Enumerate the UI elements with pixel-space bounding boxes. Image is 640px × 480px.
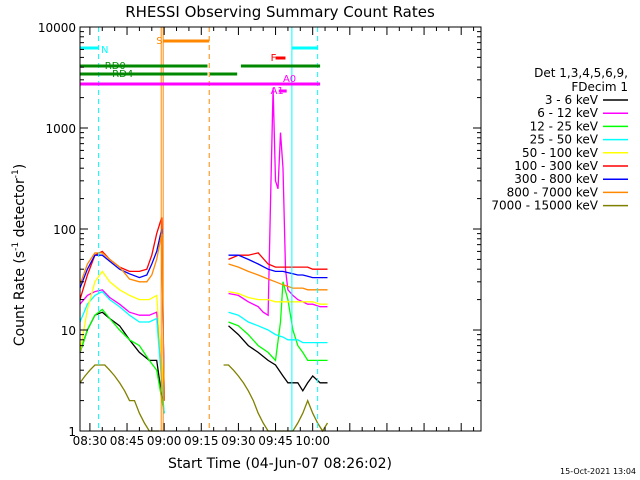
series-line-6-seg-0 xyxy=(79,228,165,401)
legend-header-line-2: FDecim 1 xyxy=(571,80,628,94)
series-layer xyxy=(79,87,329,433)
y-label-part-b: detector xyxy=(12,178,28,242)
series-line-8-seg-0 xyxy=(79,364,160,432)
axis-layer: 08:30 08:45 09:00 09:15 09:30 09:45 10:00 1 10 10… xyxy=(38,21,482,448)
night-label: N xyxy=(101,45,108,56)
series-line-3-seg-0 xyxy=(79,290,165,414)
series-line-4-seg-1 xyxy=(228,290,328,305)
x-tick-label-09:15: 09:15 xyxy=(184,434,219,448)
x-tick-label-08:45: 08:45 xyxy=(110,434,145,448)
legend-label-2: 12 - 25 keV xyxy=(530,119,599,133)
series-line-0-seg-1 xyxy=(228,325,328,393)
y-tick-label-100: 100 xyxy=(53,223,76,237)
a0-label: A0 xyxy=(283,74,296,85)
legend-header-line-1: Det 1,3,4,5,6,9, xyxy=(534,66,628,80)
y-tick-label-1000: 1000 xyxy=(45,122,76,136)
legend-label-3: 25 - 50 keV xyxy=(530,133,599,147)
y-axis-label: Count Rate (s-1 detector-1) xyxy=(11,164,28,346)
chart-title: RHESSI Observing Summary Count Rates xyxy=(125,3,435,21)
series-line-3-seg-1 xyxy=(228,311,328,344)
series-line-5-seg-1 xyxy=(228,252,328,270)
series-line-4-seg-0 xyxy=(79,270,165,401)
legend-label-0: 3 - 6 keV xyxy=(545,93,599,107)
legend-label-6: 300 - 800 keV xyxy=(514,172,598,186)
legend-label-4: 50 - 100 keV xyxy=(522,146,599,160)
series-line-6-seg-1 xyxy=(228,254,328,279)
y-label-sup-a: -1 xyxy=(11,242,21,251)
y-label-part-c: ) xyxy=(12,164,28,169)
series-line-1-seg-1 xyxy=(228,87,328,317)
series-line-2-seg-1 xyxy=(228,281,328,362)
series-line-2-seg-0 xyxy=(79,308,165,414)
x-tick-label-09:00: 09:00 xyxy=(147,434,182,448)
legend-label-1: 6 - 12 keV xyxy=(537,106,599,120)
footer-timestamp: 15-Oct-2021 13:04 xyxy=(560,467,636,476)
x-tick-label-08:30: 08:30 xyxy=(73,434,108,448)
rd0-label: RD0 xyxy=(105,61,126,72)
legend-label-5: 100 - 300 keV xyxy=(514,159,598,173)
x-tick-label-10:00: 10:00 xyxy=(295,434,330,448)
y-label-sup-b: -1 xyxy=(11,169,21,178)
x-axis-label: Start Time (04-Jun-07 08:26:02) xyxy=(168,456,392,472)
rd4-label: RD4 xyxy=(112,69,133,80)
series-line-7-seg-1 xyxy=(228,263,328,291)
y-tick-label-10000: 10000 xyxy=(38,21,76,35)
y-label-part-a: Count Rate (s xyxy=(12,251,28,346)
y-tick-label-1: 1 xyxy=(68,425,76,439)
x-tick-label-09:45: 09:45 xyxy=(258,434,293,448)
legend-label-7: 800 - 7000 keV xyxy=(507,185,599,199)
series-line-7-seg-0 xyxy=(79,233,165,401)
legend-label-8: 7000 - 15000 keV xyxy=(491,199,598,213)
y-tick-label-10: 10 xyxy=(61,324,76,338)
flare-label: F xyxy=(271,53,277,64)
saa-label: S xyxy=(156,36,162,47)
x-tick-label-09:30: 09:30 xyxy=(221,434,256,448)
a1-label: A1 xyxy=(271,86,284,97)
